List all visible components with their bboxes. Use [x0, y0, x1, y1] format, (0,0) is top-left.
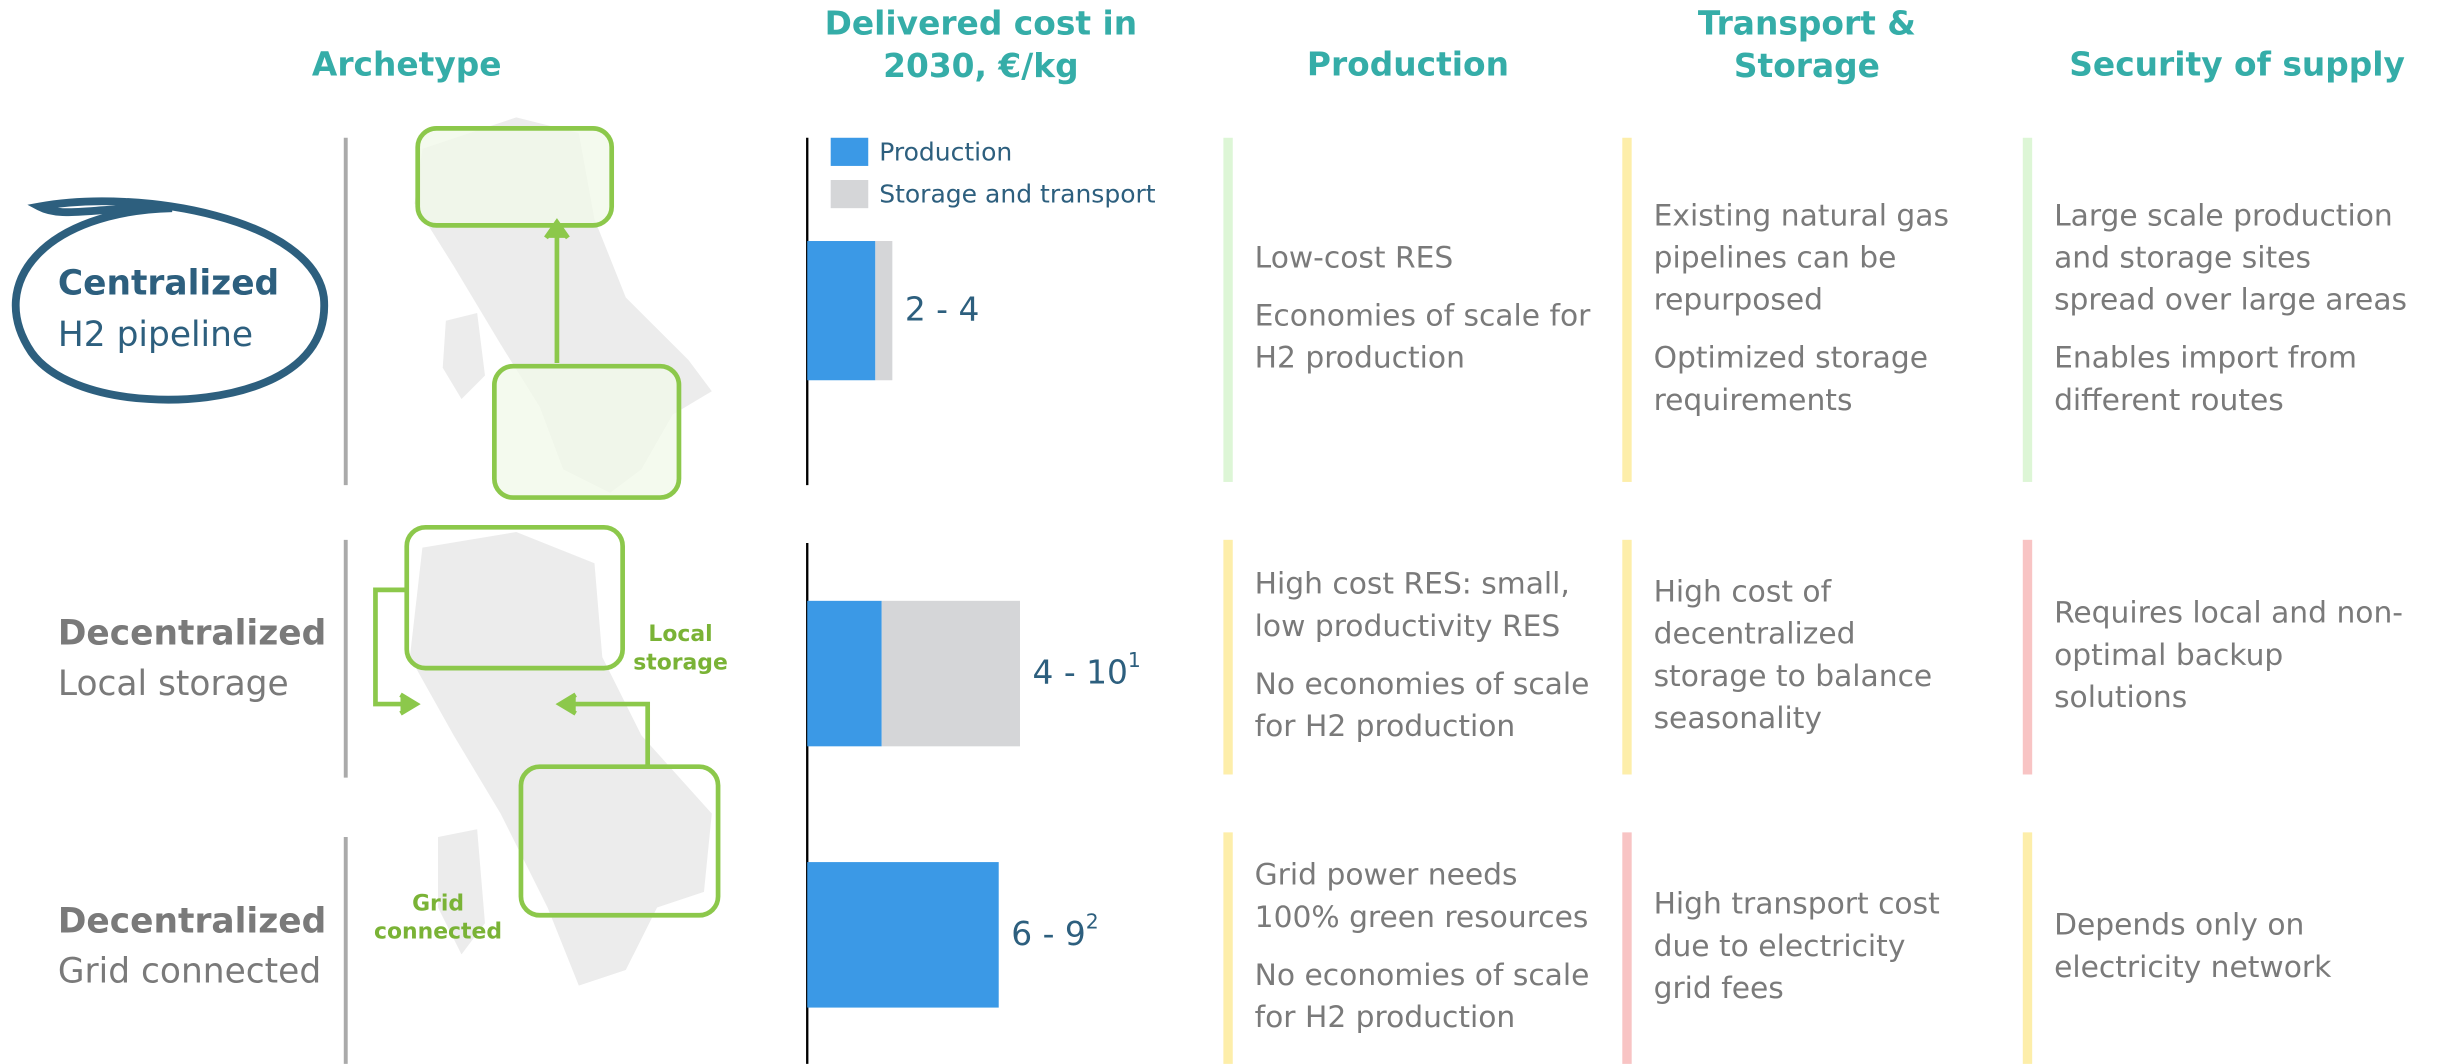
- archetype: Centralized: [58, 263, 279, 303]
- cell-text: different routes: [2054, 383, 2284, 418]
- cell-text: decentralized: [1654, 617, 1856, 652]
- cell-text: Low-cost RES: [1255, 241, 1454, 276]
- cell-text: 100% green resources: [1255, 900, 1589, 935]
- column-header: Archetype: [312, 45, 502, 83]
- legend-label: Production: [879, 137, 1012, 166]
- bar-segment: [875, 241, 893, 381]
- status-indicator: [1622, 137, 1632, 482]
- archetype: Decentralized: [58, 614, 326, 654]
- status-indicator: [1622, 832, 1632, 1064]
- cell-text: Requires local and non-: [2054, 596, 2403, 631]
- archetype: H2 pipeline: [58, 315, 253, 355]
- footnote-mark: 2: [1086, 909, 1099, 933]
- value-label-text: 2 - 4: [905, 290, 980, 328]
- cell-text: Grid power needs: [1255, 858, 1518, 893]
- status-indicator: [2022, 832, 2033, 1064]
- map-boxes: [373, 126, 721, 918]
- highlight-ellipse: [11, 197, 328, 404]
- value-label: 4 - 101: [1033, 648, 1141, 691]
- cell-text: for H2 production: [1255, 709, 1516, 744]
- cell-text: Enables import from: [2054, 341, 2357, 376]
- map-label: storage: [633, 650, 728, 675]
- cell-text: High cost RES: small,: [1255, 567, 1570, 602]
- cell-text: for H2 production: [1255, 1000, 1516, 1035]
- column-header: Production: [1307, 45, 1509, 83]
- cell-text: grid fees: [1654, 971, 1784, 1006]
- cell-text: storage to balance: [1654, 659, 1933, 694]
- cell-text: repurposed: [1654, 283, 1823, 318]
- cell-text: Depends only on: [2054, 908, 2304, 943]
- column-header: Delivered cost in: [825, 5, 1138, 43]
- map-label: Grid: [412, 891, 464, 916]
- cell-text: No economies of scale: [1255, 667, 1590, 702]
- status-indicator: [2022, 539, 2033, 775]
- column-header: Transport &: [1698, 5, 1916, 43]
- value-label-text: 6 - 9: [1011, 914, 1086, 952]
- legend-swatch: [830, 180, 869, 209]
- status-indicator: [1622, 539, 1632, 775]
- cell-text: due to electricity: [1654, 929, 1906, 964]
- cell-text: and storage sites: [2054, 241, 2311, 276]
- legend-label: Storage and transport: [879, 180, 1156, 209]
- map-italy: [409, 117, 712, 986]
- cell-text: Large scale production: [2054, 198, 2393, 233]
- column-header: Storage: [1734, 47, 1880, 85]
- cell-text: electricity network: [2054, 950, 2332, 985]
- status-indicator: [2022, 137, 2033, 482]
- value-label: 2 - 4: [905, 290, 980, 328]
- cell-text: solutions: [2054, 680, 2187, 715]
- cell-text: optimal backup: [2054, 638, 2283, 673]
- cell-text: Optimized storage: [1654, 341, 1928, 376]
- column-header: 2030, €/kg: [883, 47, 1079, 85]
- legend-swatch: [830, 137, 869, 166]
- cell-text: Existing natural gas: [1654, 198, 1949, 233]
- bar-segment: [807, 241, 876, 381]
- cell-text: spread over large areas: [2054, 283, 2407, 318]
- map-label: connected: [374, 919, 502, 944]
- cell-text: No economies of scale: [1255, 958, 1590, 993]
- value-label: 6 - 92: [1011, 909, 1098, 952]
- archetype: Grid connected: [58, 952, 321, 992]
- archetype: Local storage: [58, 664, 289, 704]
- cell-text: requirements: [1654, 383, 1853, 418]
- cell-text: H2 production: [1255, 341, 1465, 376]
- status-indicator: [1223, 539, 1233, 775]
- cell-text: Economies of scale for: [1255, 298, 1591, 333]
- column-header: Security of supply: [2069, 45, 2405, 83]
- status-indicator: [1223, 832, 1233, 1064]
- cell-text: High transport cost: [1654, 887, 1940, 922]
- cell-text: High cost of: [1654, 575, 1833, 610]
- footnote-mark: 1: [1128, 648, 1141, 672]
- bar-segment: [807, 862, 999, 1008]
- bar-segment: [807, 600, 882, 747]
- status-indicator: [1223, 137, 1233, 482]
- cell-text: seasonality: [1654, 701, 1822, 736]
- map-label: Local: [648, 622, 712, 647]
- cell-text: pipelines can be: [1654, 241, 1897, 276]
- archetype: Decentralized: [58, 902, 326, 942]
- bar-segment: [881, 600, 1020, 747]
- cell-text: low productivity RES: [1255, 609, 1561, 644]
- value-label-text: 4 - 10: [1033, 653, 1128, 691]
